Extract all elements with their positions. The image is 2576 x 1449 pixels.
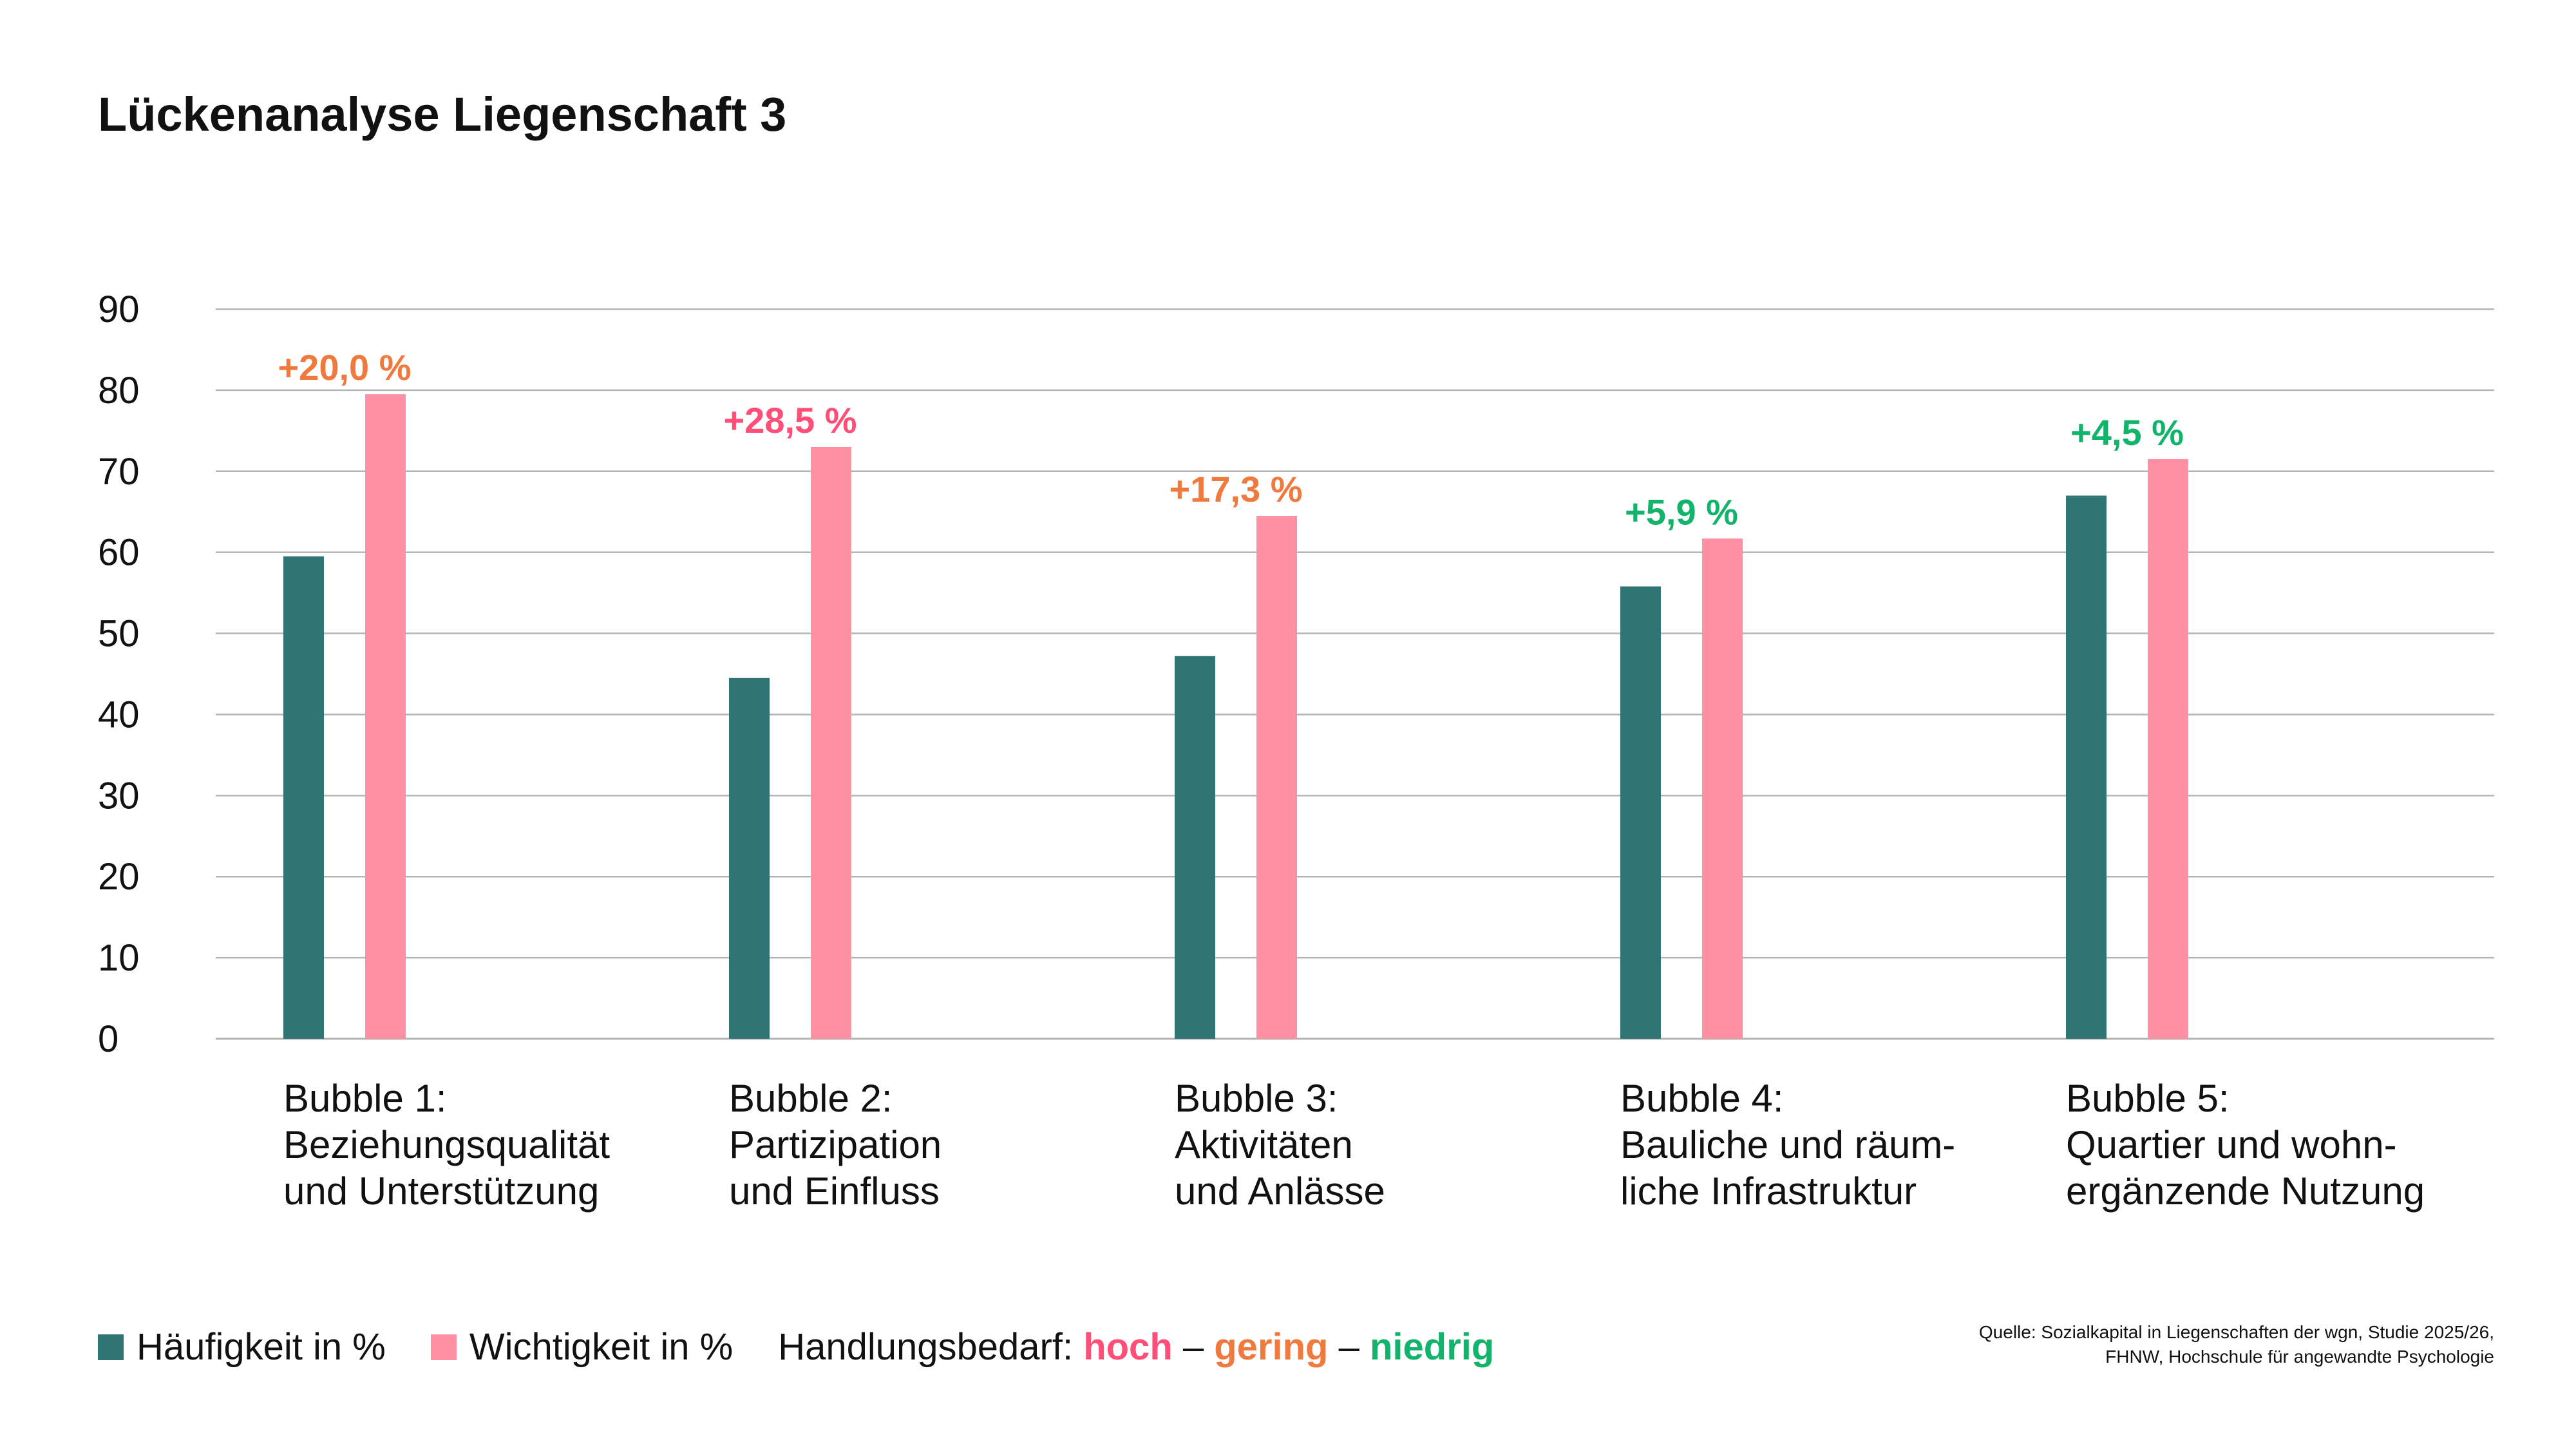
y-tick-label: 70 (98, 451, 140, 493)
legend-action-label: Handlungsbedarf: (778, 1326, 1084, 1368)
legend-item-frequency: Häufigkeit in % (98, 1325, 386, 1368)
category-label: ergänzende Nutzung (2066, 1170, 2425, 1213)
category-label: Bubble 4: (1620, 1077, 1784, 1120)
chart-title: Lückenanalyse Liegenschaft 3 (98, 88, 787, 141)
legend-separator: – (1328, 1326, 1370, 1368)
legend-swatch-frequency (98, 1334, 124, 1360)
legend: Häufigkeit in % Wichtigkeit in % Handlun… (98, 1325, 1494, 1368)
source-line-2: FHNW, Hochschule für angewandte Psycholo… (2105, 1347, 2494, 1367)
bar-importance (365, 394, 406, 1039)
legend-level-medium: gering (1214, 1326, 1329, 1368)
legend-label-frequency: Häufigkeit in % (137, 1326, 386, 1368)
legend-level-low: niedrig (1369, 1326, 1495, 1368)
bar-importance (811, 447, 851, 1039)
category-label: Bubble 2: (729, 1077, 893, 1120)
category-label: Bauliche und räum- (1620, 1123, 1955, 1166)
category-label: Bubble 3: (1175, 1077, 1338, 1120)
bar-importance (2148, 459, 2188, 1039)
category-label: und Unterstützung (283, 1170, 599, 1213)
legend-label-importance: Wichtigkeit in % (469, 1326, 734, 1368)
category-label: Bubble 5: (2066, 1077, 2230, 1120)
y-tick-label: 10 (98, 937, 140, 979)
difference-label: +28,5 % (723, 400, 857, 440)
category-label: Bubble 1: (283, 1077, 447, 1120)
bar-frequency (283, 556, 324, 1039)
category-label: Quartier und wohn- (2066, 1123, 2397, 1166)
y-tick-label: 50 (98, 613, 140, 655)
legend-item-importance: Wichtigkeit in % (430, 1325, 734, 1368)
difference-labels: +20,0 % +28,5 % +17,3 % +5,9 % +4,5 % (278, 347, 2183, 532)
legend-swatch-importance (430, 1334, 457, 1360)
difference-label: +20,0 % (278, 347, 411, 388)
y-tick-label: 20 (98, 856, 140, 898)
y-axis-ticks: 0 10 20 30 40 50 60 70 80 90 (98, 289, 140, 1060)
bar-frequency (729, 677, 770, 1039)
category-label: Beziehungsqualität (283, 1123, 610, 1166)
y-tick-label: 80 (98, 370, 140, 412)
bar-frequency (2066, 495, 2107, 1039)
y-tick-label: 90 (98, 289, 140, 330)
category-label: Aktivitäten (1175, 1123, 1353, 1166)
category-label: liche Infrastruktur (1620, 1170, 1917, 1213)
legend-level-high: hoch (1083, 1326, 1173, 1368)
y-tick-label: 30 (98, 775, 140, 817)
legend-action-need: Handlungsbedarf: hoch – gering – niedrig (778, 1325, 1494, 1368)
y-tick-label: 0 (98, 1018, 118, 1060)
source-note: Quelle: Sozialkapital in Liegenschaften … (1979, 1320, 2494, 1369)
legend-separator: – (1172, 1326, 1215, 1368)
source-line-1: Quelle: Sozialkapital in Liegenschaften … (1978, 1322, 2494, 1342)
category-label: Partizipation (729, 1123, 942, 1166)
bar-importance (1256, 516, 1297, 1039)
bars (283, 394, 2188, 1039)
difference-label: +17,3 % (1169, 469, 1302, 509)
difference-label: +4,5 % (2070, 412, 2184, 453)
bar-importance (1702, 538, 1743, 1039)
bar-frequency (1620, 586, 1661, 1039)
y-tick-label: 40 (98, 694, 140, 735)
difference-label: +5,9 % (1625, 491, 1738, 532)
category-label: und Einfluss (729, 1170, 940, 1213)
gridlines (216, 308, 2494, 1040)
bar-frequency (1175, 656, 1215, 1039)
y-tick-label: 60 (98, 532, 140, 574)
category-label: und Anlässe (1175, 1170, 1385, 1213)
